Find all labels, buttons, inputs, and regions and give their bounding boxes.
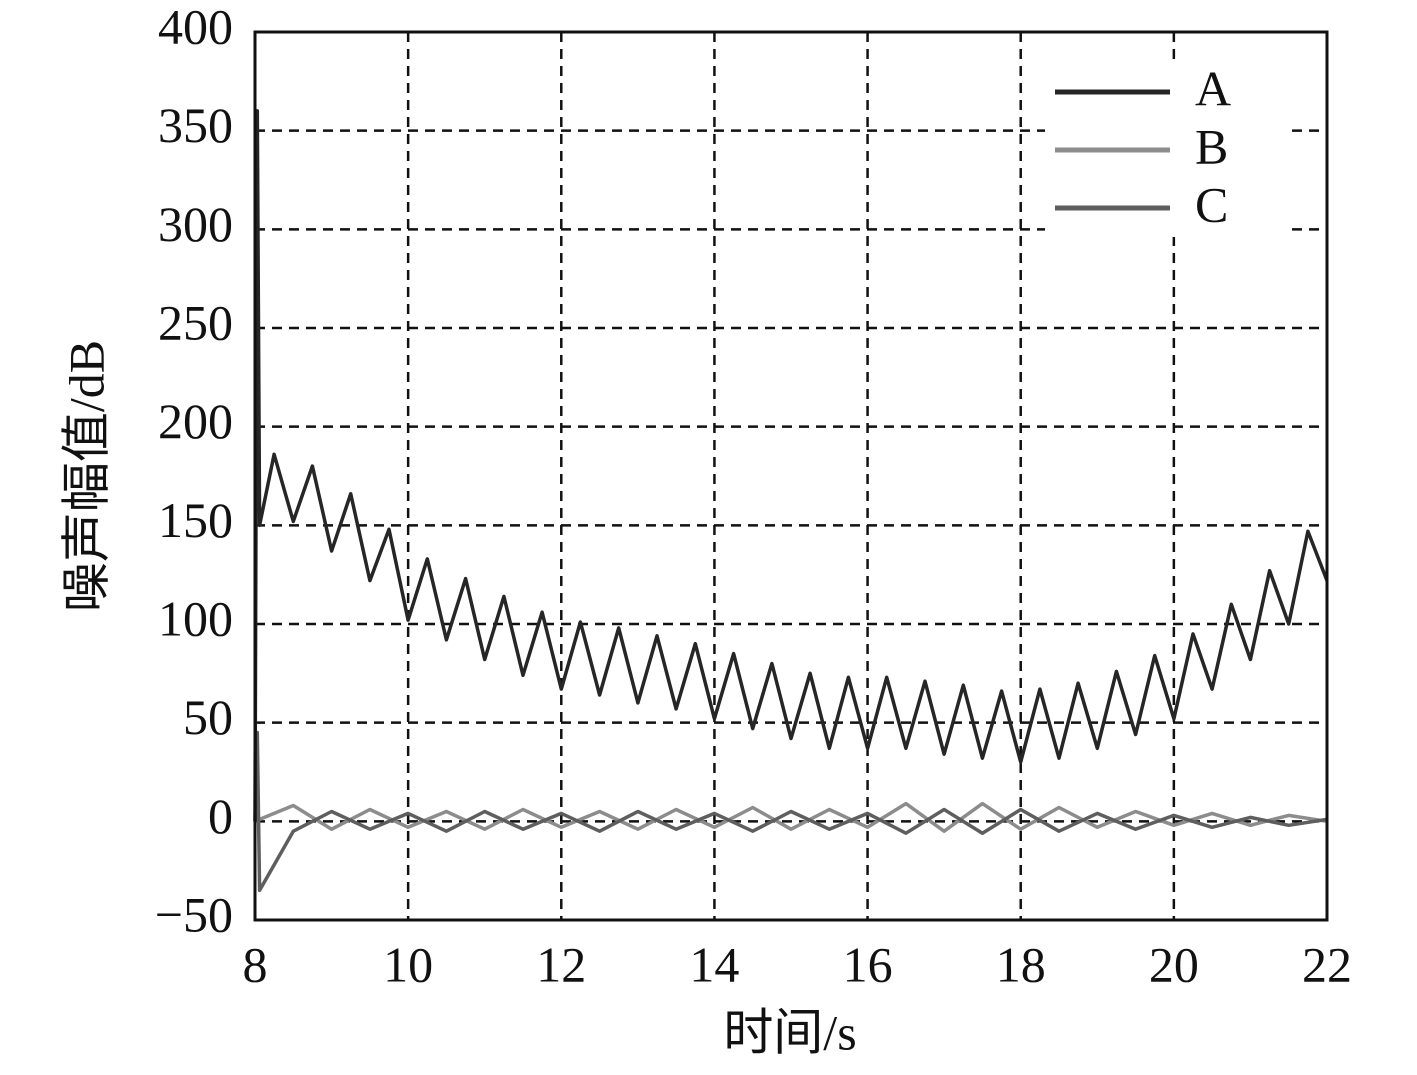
x-tick-label: 16 [843, 936, 893, 992]
y-tick-label: 300 [158, 196, 233, 252]
x-tick-label: 12 [536, 936, 586, 992]
y-tick-label: 350 [158, 97, 233, 153]
y-tick-label: 400 [158, 0, 233, 54]
x-tick-label: 20 [1149, 936, 1199, 992]
x-tick-label: 8 [243, 936, 268, 992]
y-axis-label: 噪声幅值/dB [58, 340, 114, 612]
y-tick-label: 100 [158, 590, 233, 646]
y-tick-label: 50 [183, 689, 233, 745]
plot-frame [253, 30, 1329, 922]
legend-label: C [1195, 176, 1228, 232]
x-tick-label: 14 [689, 936, 739, 992]
x-tick-label: 22 [1302, 936, 1352, 992]
legend-label: B [1195, 118, 1228, 174]
x-tick-label: 18 [996, 936, 1046, 992]
y-tick-label: 0 [208, 788, 233, 844]
y-tick-label: 250 [158, 294, 233, 350]
series-line [253, 730, 1328, 893]
series-line [253, 109, 1329, 822]
legend-label: A [1195, 60, 1231, 116]
y-tick-label: 150 [158, 492, 233, 548]
x-tick-label: 10 [383, 936, 433, 992]
y-tick-label: 200 [158, 393, 233, 449]
y-tick-label: −50 [155, 886, 233, 942]
series-line [254, 801, 1328, 833]
x-axis-label: 时间/s [723, 1004, 856, 1060]
